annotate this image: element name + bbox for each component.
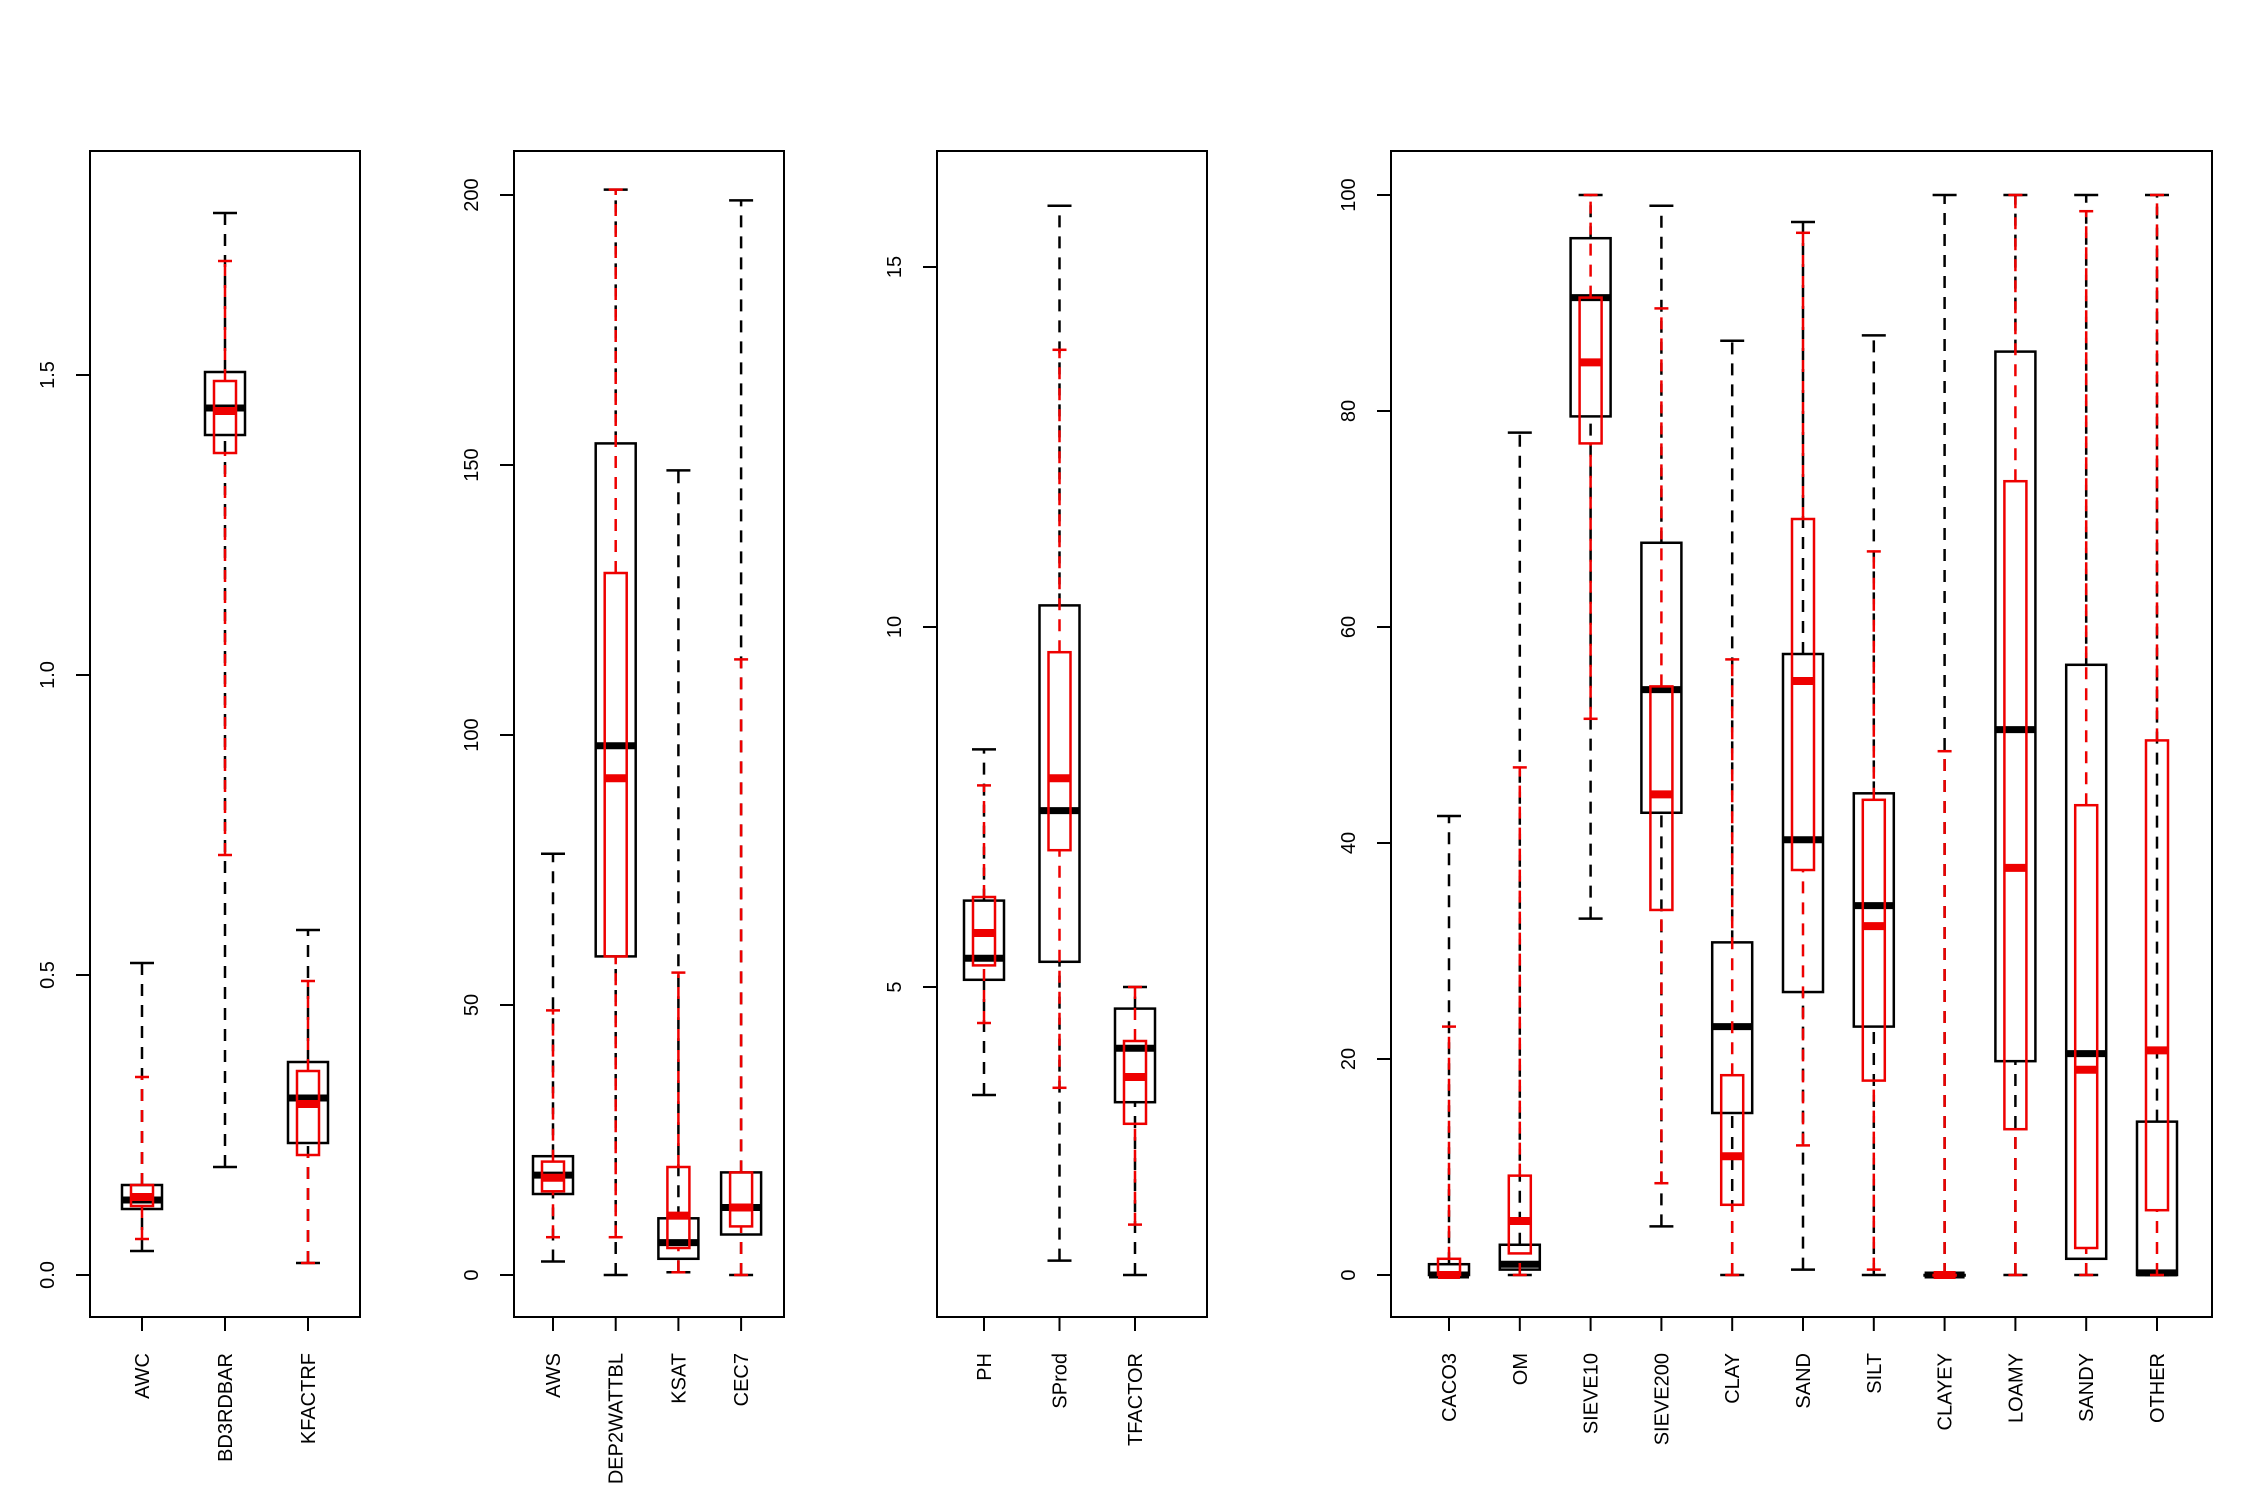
- panel-frame: [513, 150, 785, 1318]
- y-tick-label: 200: [461, 178, 483, 211]
- box-iqr: [1578, 296, 1603, 445]
- y-tick-label: 100: [1338, 178, 1360, 211]
- box-om-red: [1507, 766, 1533, 1277]
- box-iqr: [2144, 739, 2170, 1212]
- box-iqr: [1852, 792, 1896, 1028]
- category-label: CLAY: [1722, 1353, 1744, 1404]
- category-label: KFACTRF: [298, 1353, 320, 1444]
- box-dep2wattbl-red: [603, 188, 628, 1239]
- category-label: SIEVE200: [1651, 1353, 1673, 1445]
- box-awc-red: [129, 1075, 155, 1241]
- panel-2: 0 50 100 150 200 AWS DEP2WATTBL KSAT CEC7: [461, 150, 785, 1484]
- category-label: CEC7: [731, 1353, 753, 1406]
- y-tick-label: 40: [1338, 832, 1360, 854]
- category-label: SILT: [1864, 1353, 1886, 1394]
- box-iqr: [962, 899, 1006, 982]
- panel-1: 0.0 0.5 1.0 1.5 AWC BD3RDBAR KFACTRF: [37, 150, 361, 1462]
- box-iqr: [1861, 798, 1887, 1082]
- category-label: SAND: [1793, 1353, 1815, 1409]
- y-tick-label: 80: [1338, 400, 1360, 422]
- box-sieve10-red: [1578, 193, 1603, 721]
- box-loamy-red: [2003, 193, 2028, 1277]
- y-tick-label: 150: [461, 448, 483, 481]
- box-iqr: [2003, 479, 2028, 1131]
- category-label: PH: [974, 1353, 996, 1381]
- category-label: AWS: [543, 1353, 565, 1398]
- box-iqr: [1569, 236, 1612, 418]
- box-loamy-black: [1994, 193, 2037, 1277]
- box-clayey-black: [1923, 193, 1966, 1279]
- box-sieve10-black: [1569, 193, 1612, 920]
- box-sand-red: [1790, 231, 1816, 1147]
- category-label: TFACTOR: [1125, 1353, 1147, 1446]
- y-tick-label: 1.0: [37, 661, 59, 689]
- box-iqr: [1781, 652, 1825, 994]
- category-label: KSAT: [668, 1353, 690, 1404]
- category-label: CACO3: [1439, 1353, 1461, 1422]
- box-cec7-red: [728, 658, 754, 1277]
- box-tfactor-red: [1122, 985, 1148, 1226]
- box-iqr: [2064, 663, 2108, 1261]
- box-sandy-red: [2073, 209, 2099, 1277]
- category-label: OM: [1510, 1353, 1532, 1385]
- box-ksat-red: [666, 971, 691, 1274]
- y-tick-label: 20: [1338, 1048, 1360, 1070]
- box-clay-red: [1719, 658, 1745, 1277]
- category-label: SIEVE10: [1581, 1353, 1603, 1434]
- category-label: SANDY: [2076, 1353, 2098, 1422]
- box-iqr: [603, 571, 628, 958]
- box-kfactrf-red: [295, 979, 321, 1265]
- box-iqr: [1790, 517, 1816, 872]
- box-clayey-red: [1932, 749, 1957, 1279]
- category-label: AWC: [132, 1353, 154, 1399]
- box-iqr: [212, 379, 238, 455]
- box-bd3rdbar-red: [212, 259, 238, 857]
- y-tick-label: 100: [461, 718, 483, 751]
- box-clay-black: [1710, 339, 1754, 1277]
- category-label: LOAMY: [2005, 1353, 2027, 1423]
- box-sprod-black: [1038, 204, 1081, 1262]
- category-label: SProd: [1050, 1353, 1072, 1409]
- panel-4: 0 20 40 60 80 100 CACO3 OM SIEVE10 SIEVE200 CLAY SA…: [1338, 150, 2213, 1445]
- box-ph-red: [971, 784, 997, 1025]
- y-tick-label: 0.5: [37, 961, 59, 989]
- y-tick-label: 15: [884, 256, 906, 278]
- category-label: BD3RDBAR: [215, 1353, 237, 1462]
- category-label: OTHER: [2147, 1353, 2169, 1423]
- box-iqr: [295, 1069, 321, 1157]
- box-iqr: [1719, 1073, 1745, 1207]
- box-iqr: [728, 1171, 754, 1228]
- panel-frame: [1390, 150, 2213, 1318]
- box-ksat-black: [657, 469, 700, 1274]
- y-tick-label: 0: [1338, 1269, 1360, 1280]
- y-tick-label: 0.0: [37, 1261, 59, 1289]
- y-tick-label: 10: [884, 616, 906, 638]
- panel-frame: [936, 150, 1208, 1318]
- box-iqr: [1047, 650, 1072, 852]
- box-iqr: [2073, 803, 2099, 1250]
- y-tick-label: 5: [884, 981, 906, 992]
- box-cec7-black: [719, 199, 763, 1277]
- y-tick-label: 60: [1338, 616, 1360, 638]
- box-iqr: [1640, 541, 1683, 815]
- box-iqr: [1507, 1174, 1533, 1255]
- box-sprod-red: [1047, 348, 1072, 1090]
- panel-3: 5 10 15 PH SProd TFACTOR: [884, 150, 1208, 1446]
- box-iqr: [1122, 1039, 1148, 1126]
- box-other-red: [2144, 193, 2170, 1277]
- box-caco3-red: [1436, 1025, 1462, 1279]
- category-label: CLAYEY: [1935, 1353, 1957, 1430]
- box-iqr: [657, 1217, 700, 1261]
- box-aws-black: [531, 852, 575, 1263]
- y-tick-label: 50: [461, 994, 483, 1016]
- y-tick-label: 1.5: [37, 361, 59, 389]
- y-tick-label: 0: [461, 1269, 483, 1280]
- box-iqr: [666, 1165, 691, 1250]
- box-silt-red: [1861, 550, 1887, 1271]
- box-sieve200-red: [1649, 307, 1674, 1185]
- box-iqr: [1113, 1007, 1157, 1104]
- category-label: DEP2WATTBL: [606, 1353, 628, 1484]
- box-aws-red: [540, 1009, 566, 1239]
